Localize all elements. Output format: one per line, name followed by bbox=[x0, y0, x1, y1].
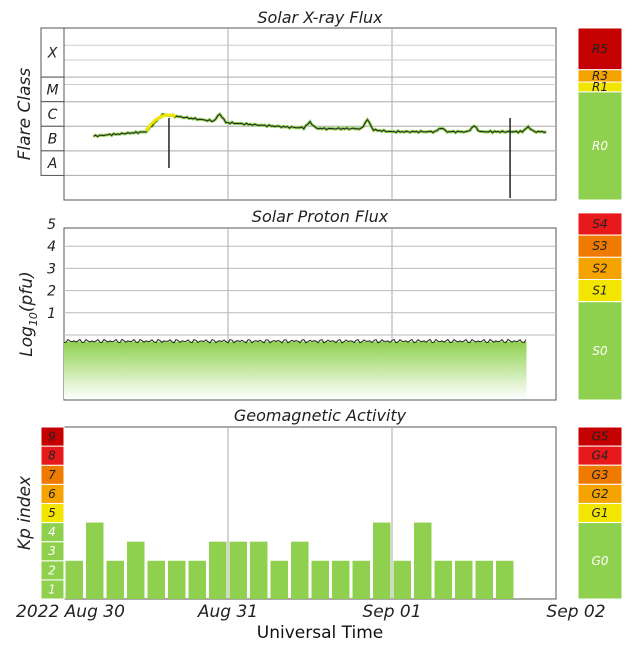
kp-bar-12 bbox=[311, 560, 329, 599]
r-scale-label: R1 bbox=[592, 80, 608, 94]
proton-ytick-5: 5 bbox=[47, 217, 56, 233]
kp-plot-area bbox=[63, 426, 557, 600]
kp-bar-6 bbox=[188, 560, 206, 599]
kp-ylabel: Kp index bbox=[15, 475, 35, 550]
kp-level-label-3: 3 bbox=[48, 544, 56, 558]
x-tick-3: Sep 02 bbox=[546, 602, 605, 622]
x-axis-label: Universal Time bbox=[257, 623, 383, 643]
s-scale-label: S1 bbox=[592, 284, 607, 298]
x-tick-1: Aug 31 bbox=[197, 602, 258, 622]
class-label-X: X bbox=[47, 46, 58, 62]
kp-gscale: G5 G4 G3 G2 G1 G0 bbox=[577, 426, 623, 600]
g-scale-seg-G0 bbox=[577, 522, 623, 600]
xray-ylabel: Flare Class bbox=[15, 68, 35, 161]
kp-bar-10 bbox=[270, 560, 288, 599]
proton-flux-line bbox=[63, 338, 527, 344]
kp-bar-4 bbox=[147, 560, 165, 599]
kp-bar-3 bbox=[127, 541, 145, 599]
proton-ytick-2: 2 bbox=[47, 284, 56, 300]
kp-bar-21 bbox=[496, 560, 514, 599]
kp-level-label-8: 8 bbox=[48, 449, 56, 463]
kp-bar-14 bbox=[352, 560, 370, 599]
proton-yticks: 1 2 3 4 5 bbox=[47, 217, 56, 322]
class-label-A: A bbox=[47, 156, 58, 172]
r-scale-seg-R5 bbox=[577, 27, 623, 71]
kp-bar-20 bbox=[475, 560, 493, 599]
xray-grid bbox=[64, 28, 556, 200]
s-scale-label: S4 bbox=[592, 217, 607, 231]
kp-bar-13 bbox=[332, 560, 350, 599]
proton-ylabel: Log10(pfu) bbox=[17, 271, 40, 357]
kp-level-label-6: 6 bbox=[48, 487, 56, 501]
proton-ytick-1: 1 bbox=[47, 306, 56, 322]
kp-index-scale: 1 2 3 4 5 6 7 8 9 bbox=[40, 426, 65, 600]
g-scale-label: G4 bbox=[592, 449, 609, 463]
s-scale-seg-S0 bbox=[577, 301, 623, 401]
kp-level-label-1: 1 bbox=[48, 582, 56, 596]
x-tick-0: 2022 Aug 30 bbox=[16, 602, 125, 622]
proton-sscale: S5S4S3S2S1S0 bbox=[577, 212, 623, 401]
kp-level-label-7: 7 bbox=[48, 468, 56, 482]
x-tick-2: Sep 01 bbox=[362, 602, 421, 622]
s-scale-label: S0 bbox=[592, 344, 608, 358]
s-scale-label: S2 bbox=[592, 261, 607, 275]
kp-bar-11 bbox=[291, 541, 309, 599]
r-scale-label: R3 bbox=[592, 69, 608, 83]
kp-bar-8 bbox=[229, 541, 247, 599]
xray-series bbox=[92, 111, 547, 198]
r-scale-label: R0 bbox=[592, 139, 608, 153]
proton-ytick-4: 4 bbox=[47, 239, 56, 255]
kp-bar-1 bbox=[86, 522, 104, 599]
kp-bar-5 bbox=[168, 560, 186, 599]
g-scale-label: G2 bbox=[592, 487, 609, 501]
g-scale-label: G1 bbox=[592, 506, 609, 520]
kp-bar-19 bbox=[455, 560, 473, 599]
g-scale-label: G5 bbox=[592, 430, 609, 444]
kp-bar-15 bbox=[373, 522, 391, 599]
s-scale-label: S3 bbox=[592, 239, 607, 253]
kp-bar-2 bbox=[106, 560, 124, 599]
proton-title: Solar Proton Flux bbox=[252, 207, 389, 226]
kp-level-label-5: 5 bbox=[48, 506, 56, 520]
kp-level-label-9: 9 bbox=[48, 430, 56, 444]
kp-title: Geomagnetic Activity bbox=[234, 406, 407, 425]
kp-level-label-4: 4 bbox=[48, 525, 56, 539]
g-scale-label: G3 bbox=[592, 468, 609, 482]
class-label-C: C bbox=[48, 107, 58, 123]
kp-bars bbox=[65, 522, 514, 599]
kp-bar-9 bbox=[250, 541, 268, 599]
kp-bar-7 bbox=[209, 541, 227, 599]
kp-level-box-9 bbox=[40, 426, 65, 447]
proton-series bbox=[63, 338, 527, 399]
kp-grid bbox=[227, 427, 393, 599]
class-box-A bbox=[40, 150, 65, 176]
kp-bar-17 bbox=[414, 522, 432, 599]
kp-bar-0 bbox=[65, 560, 83, 599]
proton-flux-fill bbox=[64, 341, 527, 399]
g-scale-label: G0 bbox=[592, 554, 609, 568]
r-scale-seg-R0 bbox=[577, 91, 623, 201]
kp-bar-18 bbox=[434, 560, 452, 599]
r-scale-label: R5 bbox=[592, 42, 608, 56]
proton-grid bbox=[64, 228, 556, 400]
class-label-M: M bbox=[46, 82, 58, 98]
proton-ytick-3: 3 bbox=[47, 261, 56, 277]
class-label-B: B bbox=[48, 132, 58, 148]
kp-bar-16 bbox=[393, 560, 411, 599]
xray-title: Solar X-ray Flux bbox=[257, 8, 383, 27]
xray-peak-highlight bbox=[144, 113, 176, 132]
x-axis-ticks: 2022 Aug 30 Aug 31 Sep 01 Sep 02 bbox=[16, 602, 606, 622]
kp-level-label-2: 2 bbox=[48, 563, 56, 577]
xray-plot-area bbox=[63, 27, 557, 201]
